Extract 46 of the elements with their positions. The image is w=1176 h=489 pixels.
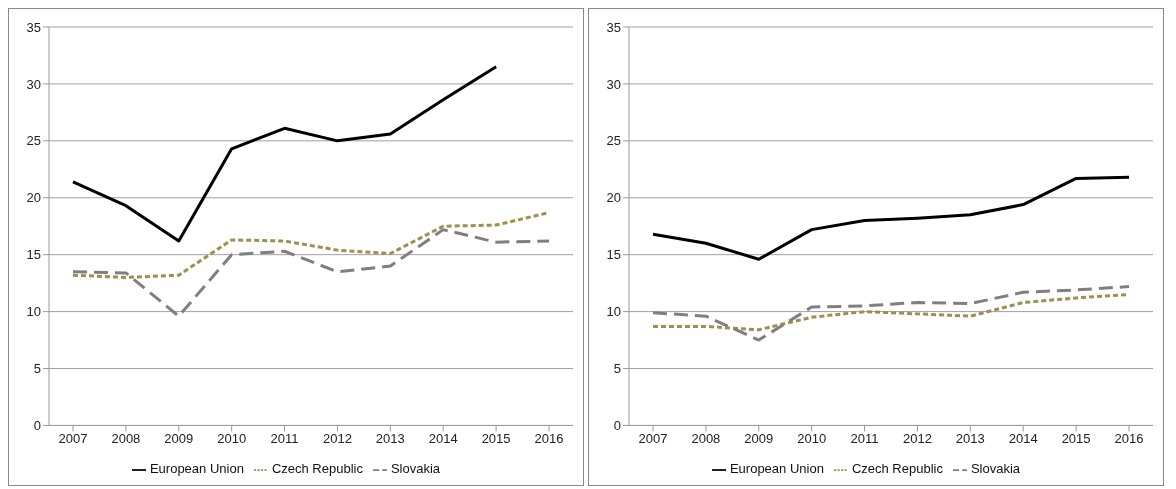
x-tick-label: 2016 [1114,430,1144,446]
legend-label: Slovakia [970,461,1021,477]
y-tick-label: 35 [606,19,621,35]
x-tick-label: 2014 [428,430,458,446]
line-series [651,175,1131,261]
x-tick-label: 2007 [638,430,668,446]
x-tick-label: 2013 [955,430,985,446]
legend-label: European Union [729,461,824,477]
x-tick-label: 2014 [1008,430,1038,446]
y-tick-label: 5 [33,361,41,377]
x-tick-label: 2015 [1061,430,1091,446]
y-tick-label: 10 [26,304,41,320]
x-tick-label: 2016 [534,430,564,446]
y-tick-label: 0 [33,418,41,434]
x-tick-label: 2009 [164,430,194,446]
x-tick-label: 2008 [111,430,141,446]
x-tick-label: 2012 [902,430,932,446]
y-tick-label: 15 [26,247,41,263]
y-tick-label: 15 [606,247,621,263]
y-tick-label: 20 [606,190,621,206]
legend-label: European Union [149,461,244,477]
line-series [71,65,498,243]
y-tick-label: 30 [26,76,41,92]
x-tick-label: 2010 [797,430,827,446]
x-tick-label: 2013 [375,430,405,446]
legend-label: Slovakia [390,461,441,477]
line-series [71,228,551,318]
x-tick-label: 2011 [270,430,299,446]
y-tick-label: 0 [613,418,621,434]
x-tick-label: 2015 [481,430,511,446]
x-tick-label: 2012 [322,430,352,446]
y-tick-label: 25 [26,133,41,149]
x-tick-label: 2010 [217,430,247,446]
y-tick-label: 30 [606,76,621,92]
x-tick-label: 2009 [744,430,774,446]
y-tick-label: 20 [26,190,41,206]
y-tick-label: 5 [613,361,621,377]
x-tick-label: 2008 [691,430,721,446]
line-series [651,285,1131,342]
x-tick-label: 2011 [850,430,879,446]
x-tick-label: 2007 [58,430,88,446]
legend-label: Czech Republic [271,461,363,477]
legend-label: Czech Republic [851,461,943,477]
y-tick-label: 35 [26,19,41,35]
y-tick-label: 25 [606,133,621,149]
y-tick-label: 10 [606,304,621,320]
